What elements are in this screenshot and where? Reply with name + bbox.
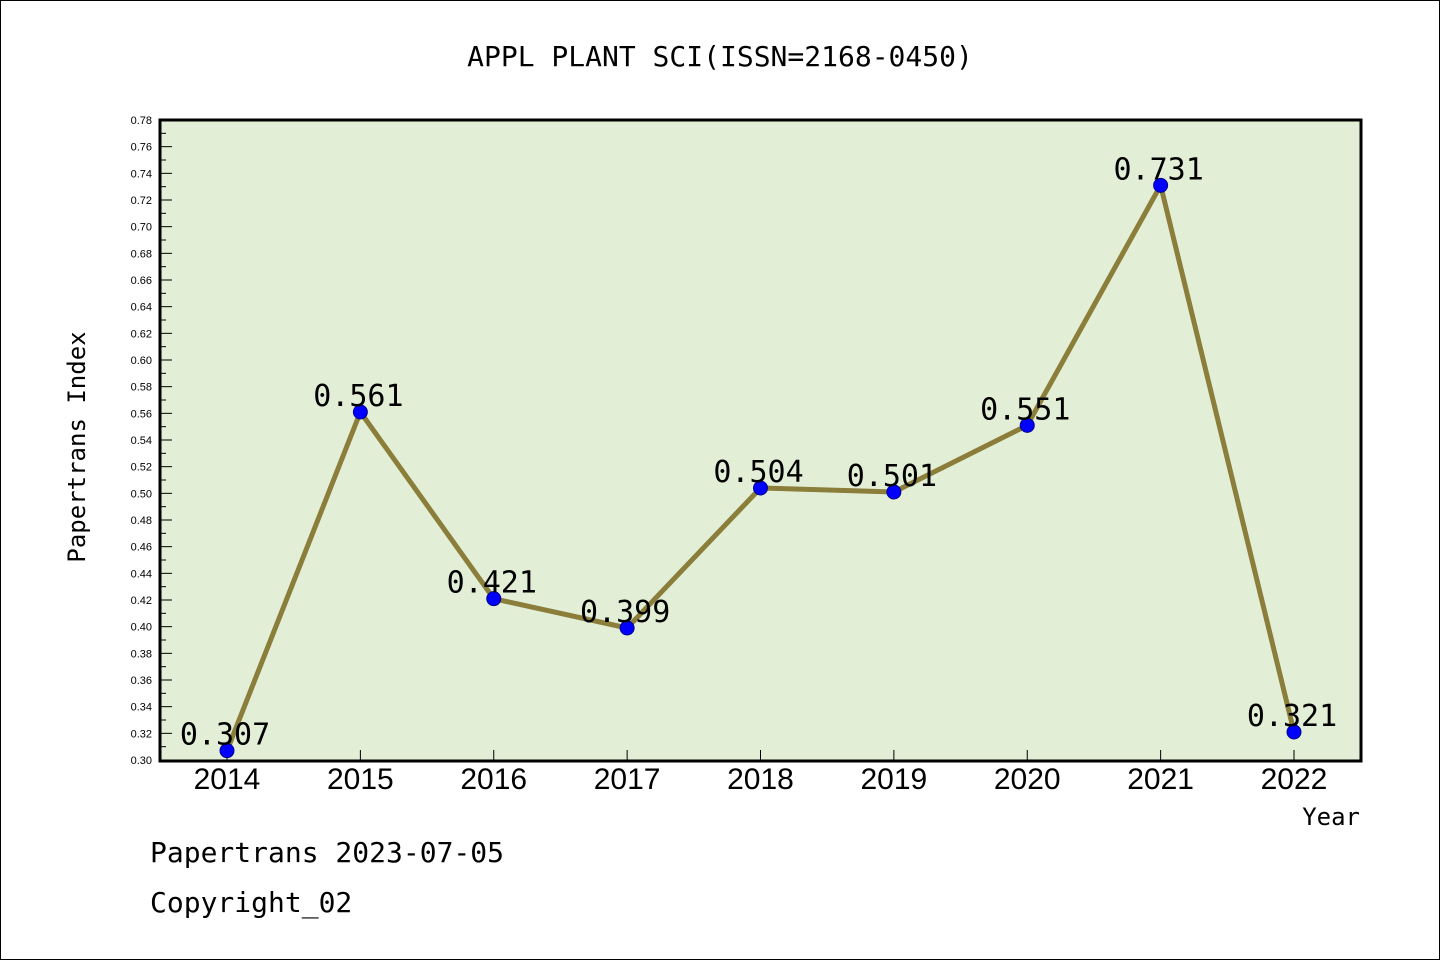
y-tick-label: 0.50 [131, 488, 152, 500]
data-label: 0.399 [580, 595, 670, 630]
y-axis-label: Papertrans Index [63, 331, 91, 562]
plot-area [158, 118, 1363, 763]
data-point [219, 743, 235, 759]
x-tick-label: 2017 [594, 763, 661, 796]
data-point [1153, 177, 1169, 193]
y-tick-label: 0.38 [131, 648, 152, 660]
data-label: 0.421 [447, 566, 537, 601]
y-tick-label: 0.42 [131, 595, 152, 607]
footer-copyright: Copyright_02 [150, 886, 353, 919]
data-labels: 0.307 0.561 0.421 0.399 0.504 0.501 0.551 0.731… [180, 152, 1337, 752]
chart-title: APPL PLANT SCI(ISSN=2168-0450) [467, 40, 973, 73]
data-point [886, 484, 902, 500]
y-tick-label: 0.68 [131, 248, 152, 260]
y-tick-label: 0.32 [131, 728, 152, 740]
x-tick-label: 2015 [327, 763, 394, 796]
y-tick-label: 0.46 [131, 542, 152, 554]
data-label: 0.321 [1247, 699, 1337, 734]
y-tick-label: 0.54 [131, 435, 152, 447]
data-point [1019, 417, 1035, 433]
y-tick-label: 0.48 [131, 515, 152, 527]
data-label: 0.561 [313, 379, 403, 414]
data-label: 0.501 [847, 459, 937, 494]
footer-date: Papertrans 2023-07-05 [150, 836, 505, 869]
data-label: 0.307 [180, 718, 270, 753]
y-tick-label: 0.34 [131, 702, 152, 714]
y-tick-label: 0.62 [131, 328, 152, 340]
data-point [753, 480, 768, 496]
data-label: 0.731 [1113, 152, 1203, 187]
y-tick-label: 0.64 [131, 302, 152, 314]
y-tick-label: 0.72 [131, 195, 152, 207]
x-axis-label: Year [1302, 803, 1360, 831]
x-axis: 2014 2015 2016 2017 2018 2019 2020 2021 2022 [194, 750, 1328, 796]
y-tick-label: 0.58 [131, 382, 152, 394]
y-tick-label: 0.70 [131, 222, 152, 234]
data-point [352, 404, 368, 420]
x-tick-label: 2014 [194, 763, 261, 796]
y-tick-label: 0.30 [131, 755, 152, 767]
y-tick-label: 0.40 [131, 622, 152, 634]
data-label: 0.551 [980, 392, 1070, 427]
y-tick-label: 0.60 [131, 355, 152, 367]
data-label: 0.504 [713, 455, 803, 490]
y-tick-label: 0.78 [131, 115, 152, 127]
x-tick-label: 2019 [861, 763, 928, 796]
x-tick-label: 2020 [994, 763, 1061, 796]
y-tick-label: 0.44 [131, 568, 152, 580]
x-tick-label: 2022 [1261, 763, 1328, 796]
y-tick-label: 0.66 [131, 275, 152, 287]
x-tick-label: 2018 [727, 763, 794, 796]
x-tick-label: 2021 [1127, 763, 1194, 796]
y-axis: 0.30 0.32 0.34 0.36 0.38 0.40 0.42 0.44 0.46 0.48… [131, 115, 172, 767]
y-tick-label: 0.74 [131, 168, 152, 180]
x-tick-label: 2016 [460, 763, 527, 796]
y-tick-label: 0.36 [131, 675, 152, 687]
y-tick-label: 0.76 [131, 142, 152, 154]
data-points [219, 177, 1302, 759]
y-tick-label: 0.52 [131, 462, 152, 474]
data-point [619, 620, 635, 636]
data-point [1286, 724, 1302, 740]
y-tick-label: 0.56 [131, 408, 152, 420]
data-point [486, 591, 502, 607]
